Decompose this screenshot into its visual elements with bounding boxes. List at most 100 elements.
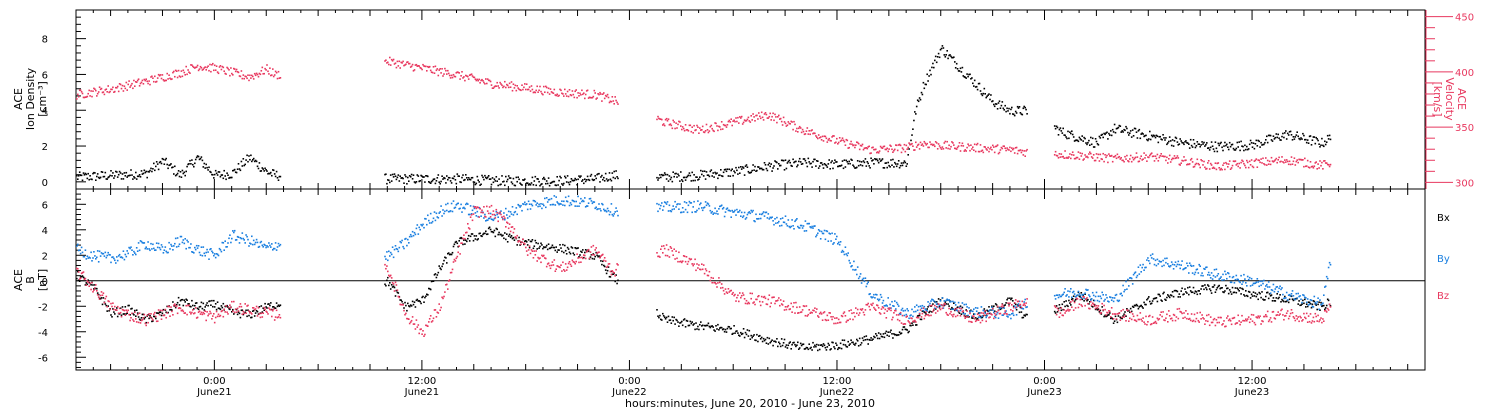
bx-series-point xyxy=(799,342,802,345)
ion-density-series-point xyxy=(713,176,715,178)
ion-density-series-point xyxy=(429,182,432,184)
by-series-point xyxy=(611,213,614,216)
by-series-point xyxy=(503,212,505,214)
ion-density-series-point xyxy=(252,159,254,161)
by-series-point xyxy=(669,210,672,212)
velocity-series-point xyxy=(1321,161,1323,164)
by-series-point xyxy=(1206,266,1208,268)
ion-density-series-point xyxy=(1082,140,1084,142)
velocity-series-point xyxy=(178,75,181,77)
by-series-point xyxy=(215,253,218,255)
ion-density-series-point xyxy=(593,179,596,181)
velocity-series-point xyxy=(185,65,187,68)
velocity-series-point xyxy=(915,141,917,144)
velocity-series-point xyxy=(606,93,609,96)
ion-density-series-point xyxy=(174,174,177,177)
velocity-series-point xyxy=(154,75,156,78)
bx-series-point xyxy=(1081,298,1083,301)
by-series-point xyxy=(782,221,785,223)
by-series-point xyxy=(1053,294,1056,297)
bx-series-point xyxy=(720,326,723,329)
by-series-point xyxy=(833,242,835,244)
velocity-series-point xyxy=(506,83,508,86)
velocity-series-point xyxy=(1146,160,1148,162)
velocity-series-point xyxy=(597,93,599,95)
ion-density-series-point xyxy=(696,176,698,178)
bx-series-point xyxy=(1245,290,1247,292)
velocity-series-point xyxy=(104,89,107,91)
by-series-point xyxy=(681,207,684,209)
bx-series-point xyxy=(106,310,108,312)
by-series-point xyxy=(189,246,191,249)
by-series-point xyxy=(701,209,704,212)
velocity-series-point xyxy=(1217,162,1220,164)
by-series-point xyxy=(226,246,228,248)
bottom-ytick-label: 4 xyxy=(42,226,48,237)
ion-density-series-point xyxy=(1103,132,1105,135)
bx-series-point xyxy=(187,303,189,305)
by-series-point xyxy=(1056,294,1059,296)
by-series-point xyxy=(720,204,723,207)
bx-series-point xyxy=(525,240,527,242)
ion-density-series-point xyxy=(574,177,576,180)
bz-series-point xyxy=(428,318,431,320)
ion-density-series-point xyxy=(689,174,692,177)
velocity-series-point xyxy=(682,127,685,130)
bx-series-point xyxy=(1152,298,1155,300)
ion-density-series-point xyxy=(784,159,787,161)
by-series-point xyxy=(447,210,450,213)
by-series-point xyxy=(787,219,790,221)
by-series-point xyxy=(144,247,147,250)
ion-density-series-point xyxy=(394,175,397,177)
by-series-point xyxy=(980,306,983,308)
by-series-point xyxy=(662,205,665,208)
bx-series-point xyxy=(855,342,857,345)
by-series-point xyxy=(1140,271,1142,273)
bx-series-point xyxy=(882,333,885,335)
by-series-point xyxy=(80,246,83,249)
bx-series-point xyxy=(895,333,897,336)
bz-series-point xyxy=(391,281,394,284)
bx-series-point xyxy=(391,286,394,288)
by-series-point xyxy=(1106,296,1108,299)
bx-series-point xyxy=(1138,306,1141,308)
by-series-point xyxy=(277,242,280,245)
by-series-point xyxy=(963,303,966,306)
ion-density-series-point xyxy=(710,169,713,171)
by-series-point xyxy=(239,237,242,239)
velocity-series-point xyxy=(1141,159,1143,161)
ion-density-series-point xyxy=(1210,141,1213,143)
velocity-series-point xyxy=(603,92,605,94)
velocity-series-point xyxy=(846,139,849,142)
ion-density-series-point xyxy=(230,176,232,179)
bx-series-point xyxy=(725,331,728,333)
bx-series-point xyxy=(1149,300,1151,303)
by-series-point xyxy=(192,251,194,253)
bx-series-point xyxy=(816,343,818,346)
bz-series-point xyxy=(163,314,166,317)
velocity-series-point xyxy=(1285,159,1288,161)
velocity-series-point xyxy=(505,86,507,89)
by-series-point xyxy=(931,298,933,301)
by-series-point xyxy=(1110,296,1112,299)
ion-density-series-point xyxy=(1198,143,1200,145)
ion-density-series-point xyxy=(267,173,269,175)
by-series-point xyxy=(1024,298,1026,301)
by-series-point xyxy=(993,311,995,314)
by-series-point xyxy=(1122,284,1124,287)
bx-series-point xyxy=(261,311,264,313)
ion-density-series-point xyxy=(956,68,959,70)
bx-series-point xyxy=(752,335,754,337)
bx-series-point xyxy=(528,246,531,249)
by-series-point xyxy=(1284,297,1286,300)
ion-density-series-point xyxy=(754,165,756,168)
velocity-series-point xyxy=(431,71,434,74)
velocity-series-point xyxy=(1257,159,1259,161)
velocity-series-point xyxy=(229,74,231,77)
by-series-point xyxy=(428,222,431,224)
velocity-series-point xyxy=(217,72,220,75)
bx-series-point xyxy=(964,315,966,318)
velocity-series-point xyxy=(1012,148,1014,151)
by-series xyxy=(76,195,1332,320)
